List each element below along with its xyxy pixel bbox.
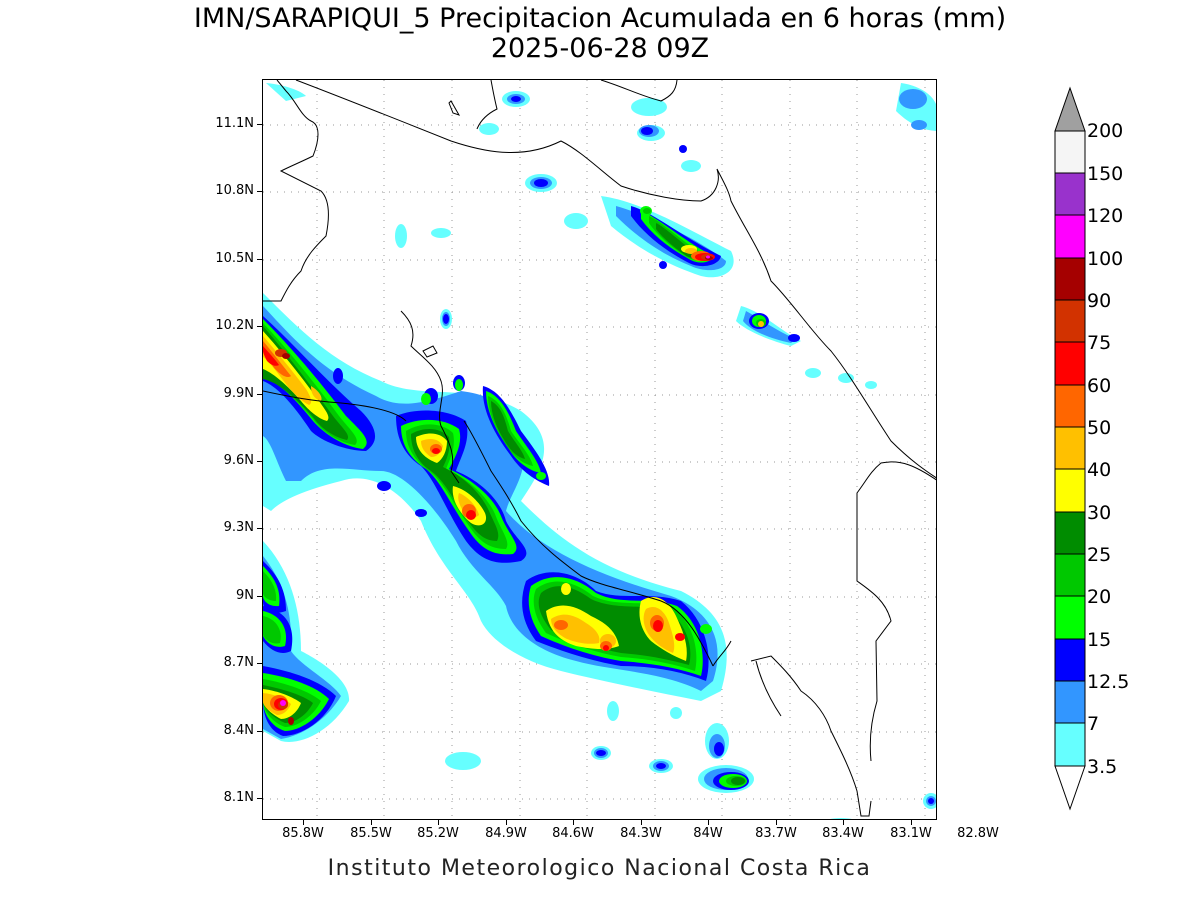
lat-tick xyxy=(257,124,262,125)
lon-tick xyxy=(573,820,574,825)
color-bar xyxy=(1054,86,1086,811)
colorbar-swatch xyxy=(1054,511,1086,555)
lat-label: 10.2N xyxy=(215,318,254,333)
lon-tick xyxy=(641,820,642,825)
colorbar-swatch xyxy=(1054,722,1086,767)
colorbar-swatch xyxy=(1054,426,1086,470)
colorbar-swatch xyxy=(1054,257,1086,301)
colorbar-label: 100 xyxy=(1087,248,1124,270)
lon-label: 83.4W xyxy=(822,826,864,841)
lat-tick xyxy=(257,663,262,664)
colorbar-swatch xyxy=(1054,341,1086,386)
lat-label: 8.1N xyxy=(223,790,254,805)
colorbar-swatch xyxy=(1054,172,1086,216)
lon-tick xyxy=(843,820,844,825)
lat-label: 8.7N xyxy=(223,655,254,670)
lat-label: 8.4N xyxy=(223,723,254,738)
colorbar-swatch xyxy=(1054,638,1086,682)
lon-label: 84W xyxy=(693,826,723,841)
lat-tick xyxy=(257,259,262,260)
precipitation-map xyxy=(262,79,937,820)
lat-tick xyxy=(257,326,262,327)
lon-label: 85.2W xyxy=(417,826,459,841)
lon-tick xyxy=(911,820,912,825)
lat-label: 9.6N xyxy=(223,453,254,468)
colorbar-label: 12.5 xyxy=(1087,671,1130,693)
map-subtitle: 2025-06-28 09Z xyxy=(490,33,710,64)
colorbar-swatch xyxy=(1054,299,1086,343)
colorbar-swatch xyxy=(1054,553,1086,597)
lon-tick xyxy=(438,820,439,825)
lon-tick xyxy=(506,820,507,825)
lat-tick xyxy=(257,596,262,597)
lon-tick xyxy=(371,820,372,825)
colorbar-label: 120 xyxy=(1087,205,1124,227)
lat-tick xyxy=(257,191,262,192)
lon-label: 84.9W xyxy=(485,826,527,841)
precip-120 xyxy=(280,255,710,706)
lon-label: 84.3W xyxy=(620,826,662,841)
colorbar-swatch xyxy=(1054,384,1086,428)
colorbar-arrow-bottom xyxy=(1054,765,1086,811)
lon-tick xyxy=(708,820,709,825)
map-title: IMN/SARAPIQUI_5 Precipitacion Acumulada … xyxy=(193,3,1007,34)
colorbar-label: 20 xyxy=(1087,586,1112,608)
lon-label: 84.6W xyxy=(552,826,594,841)
lat-label: 11.1N xyxy=(215,116,254,131)
precip-12-5 xyxy=(263,96,934,804)
colorbar-label: 30 xyxy=(1087,502,1112,524)
colorbar-label: 15 xyxy=(1087,629,1112,651)
colorbar-label: 200 xyxy=(1087,120,1124,142)
lon-label: 83.7W xyxy=(755,826,797,841)
coastlines xyxy=(263,80,936,817)
lon-tick xyxy=(776,820,777,825)
colorbar-arrow-top xyxy=(1054,86,1086,132)
colorbar-label: 75 xyxy=(1087,332,1112,354)
lat-label: 10.8N xyxy=(215,183,254,198)
colorbar-label: 90 xyxy=(1087,290,1112,312)
lat-label: 10.5N xyxy=(215,251,254,266)
lon-tick xyxy=(303,820,304,825)
lon-label: 82.8W xyxy=(957,826,999,841)
lon-label: 85.5W xyxy=(350,826,392,841)
colorbar-swatch xyxy=(1054,680,1086,724)
lon-label: 85.8W xyxy=(282,826,324,841)
colorbar-swatch xyxy=(1054,595,1086,640)
institution-credit: Instituto Meteorologico Nacional Costa R… xyxy=(327,856,872,881)
colorbar-label: 7 xyxy=(1087,713,1100,735)
lat-tick xyxy=(257,461,262,462)
lat-tick xyxy=(257,394,262,395)
colorbar-label: 25 xyxy=(1087,544,1112,566)
colorbar-swatch xyxy=(1054,130,1086,174)
map-canvas xyxy=(263,80,936,819)
colorbar-label: 60 xyxy=(1087,375,1112,397)
lat-label: 9N xyxy=(236,588,254,603)
colorbar-label: 50 xyxy=(1087,417,1112,439)
colorbar-label: 150 xyxy=(1087,163,1124,185)
lat-label: 9.3N xyxy=(223,520,254,535)
colorbar-swatch xyxy=(1054,468,1086,513)
lat-label: 9.9N xyxy=(223,386,254,401)
lat-tick xyxy=(257,731,262,732)
lat-tick xyxy=(257,798,262,799)
lon-label: 83.1W xyxy=(890,826,932,841)
lat-tick xyxy=(257,528,262,529)
colorbar-label: 3.5 xyxy=(1087,756,1118,778)
colorbar-swatch xyxy=(1054,214,1086,259)
colorbar-label: 40 xyxy=(1087,459,1112,481)
